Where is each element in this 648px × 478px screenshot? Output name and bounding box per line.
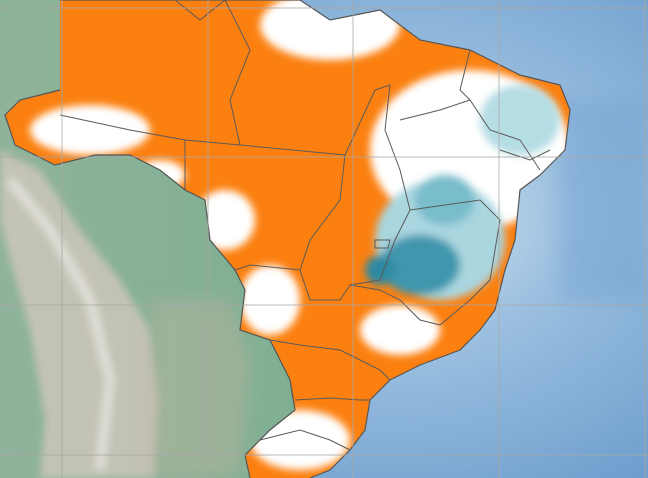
state-border — [234, 154, 346, 271]
state-border — [299, 269, 441, 326]
state-borders — [59, 0, 551, 451]
state-border — [459, 49, 471, 101]
state-border — [374, 239, 391, 249]
neutral-area — [360, 305, 440, 355]
state-border — [409, 199, 501, 326]
anomaly-negative — [365, 85, 560, 300]
negative-area — [380, 235, 460, 295]
neutral-area — [240, 265, 300, 335]
state-border — [174, 0, 226, 21]
negative-area — [365, 255, 395, 285]
state-border — [344, 84, 411, 286]
andes-relief — [0, 150, 160, 478]
state-border — [269, 339, 391, 381]
state-border — [499, 149, 551, 161]
neutral-area — [195, 190, 255, 250]
state-border — [224, 0, 251, 146]
negative-area — [415, 175, 475, 225]
negative-area — [480, 85, 560, 155]
neutral-area — [30, 105, 150, 155]
chaco-relief — [150, 300, 250, 478]
state-border — [294, 397, 370, 401]
ocean-shade — [560, 100, 648, 300]
andes-peaks — [6, 176, 116, 471]
state-border — [259, 429, 351, 451]
state-border — [399, 99, 541, 171]
